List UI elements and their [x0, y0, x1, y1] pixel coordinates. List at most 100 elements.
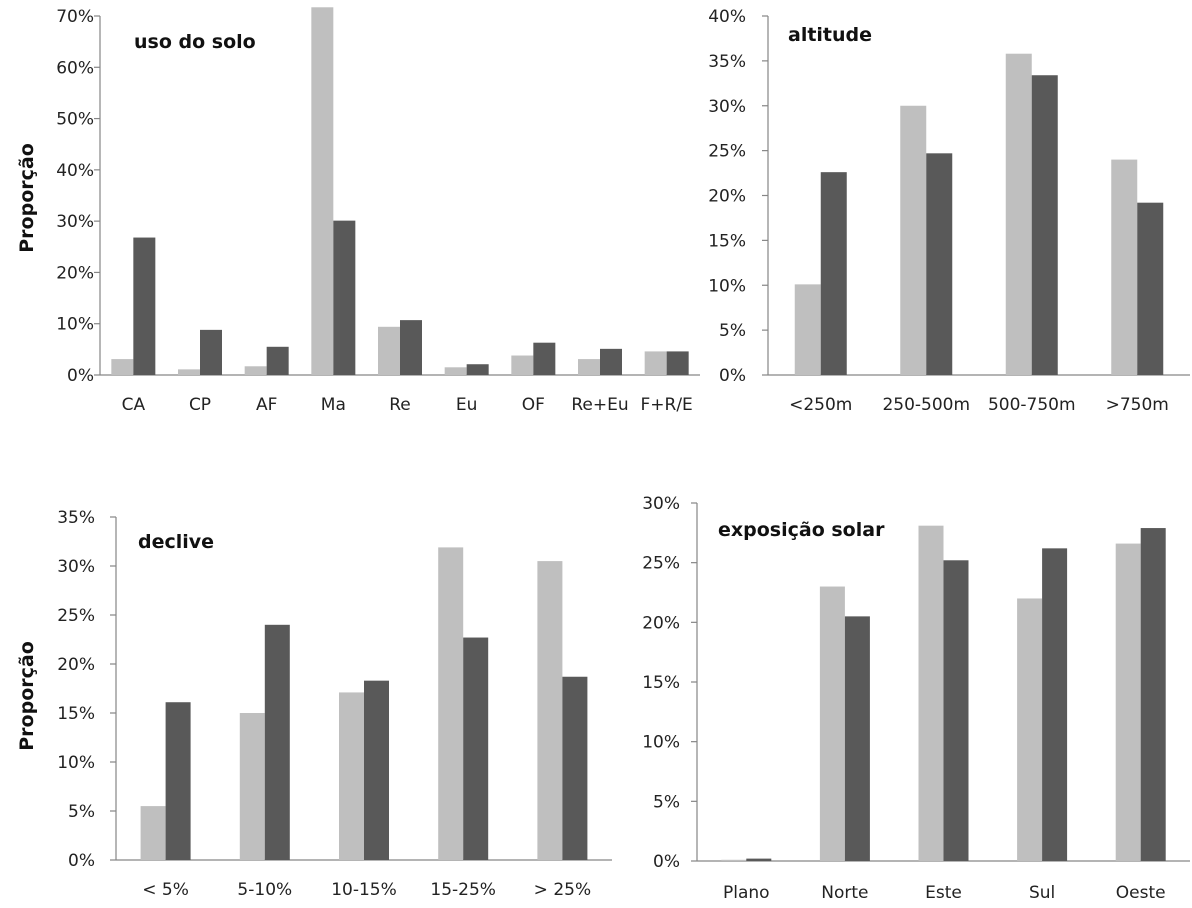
- bar-light: [819, 586, 845, 861]
- x-tick-label: Eu: [456, 395, 478, 415]
- bar-light: [794, 284, 821, 375]
- bar-dark: [333, 220, 356, 375]
- bar-light: [444, 367, 467, 375]
- chart-panel-altitude: altitude: [788, 24, 872, 46]
- bar-dark: [364, 680, 389, 860]
- bar-light: [311, 7, 334, 375]
- y-tick-label: 20%: [57, 655, 95, 675]
- chart-panel-declive: declive: [138, 531, 214, 553]
- x-tick-label: Re: [389, 395, 411, 415]
- x-tick-label: CP: [189, 395, 211, 415]
- x-tick-label: F+R/E: [641, 395, 693, 415]
- y-tick-label: 35%: [708, 52, 746, 72]
- bar-dark: [666, 351, 689, 375]
- bar-dark: [533, 342, 556, 375]
- y-tick-label: 15%: [642, 673, 680, 693]
- y-tick-label: 5%: [719, 321, 746, 341]
- x-tick-label: > 25%: [534, 880, 591, 900]
- bar-light: [140, 806, 166, 860]
- bar-dark: [1140, 528, 1166, 861]
- y-tick-label: 60%: [56, 58, 94, 78]
- y-tick-label: 30%: [708, 97, 746, 117]
- x-tick-label: Oeste: [1116, 883, 1166, 903]
- y-tick-label: 35%: [57, 508, 95, 528]
- chart-title: uso do solo: [134, 31, 256, 53]
- bar-light: [1017, 598, 1043, 861]
- x-tick-label: 10-15%: [331, 880, 397, 900]
- bar-dark: [1137, 202, 1164, 375]
- plot-exposicao-solar: 0% 5% 10% 15% 20% 25% 30% Plano Norte Este Sul Oest…: [642, 494, 1190, 903]
- bar-light: [511, 355, 534, 375]
- y-tick-label: 0%: [719, 366, 746, 386]
- bar-light: [918, 525, 944, 861]
- bar-light: [578, 359, 600, 375]
- chart-title: altitude: [788, 24, 872, 46]
- y-tick-label: 20%: [708, 187, 746, 207]
- y-tick-label: 0%: [68, 851, 95, 871]
- y-tick-label: 25%: [642, 554, 680, 574]
- y-tick-label: 10%: [708, 276, 746, 296]
- bar-dark: [943, 560, 969, 861]
- plot-declive: 0% 5% 10% 15% 20% 25% 30% 35% < 5% 5-10% 10-15% 15-…: [57, 508, 612, 900]
- x-tick-label: Sul: [1029, 883, 1055, 903]
- x-tick-label: < 5%: [142, 880, 189, 900]
- bar-dark: [264, 624, 290, 860]
- bar-light: [178, 369, 200, 375]
- x-tick-label: >750m: [1106, 395, 1169, 415]
- x-tick-label: Ma: [321, 395, 346, 415]
- bar-light: [339, 692, 364, 860]
- plot-uso-do-solo: 0% 10% 20% 30% 40% 50% 60% 70% CA CP AF Ma Re Eu OF Re+…: [56, 7, 700, 415]
- x-tick-label: 5-10%: [237, 880, 292, 900]
- bar-dark: [133, 237, 156, 375]
- x-tick-label: OF: [522, 395, 545, 415]
- y-tick-label: 40%: [708, 7, 746, 27]
- y-tick-label: 0%: [653, 852, 680, 872]
- bar-dark: [600, 348, 622, 375]
- bar-dark: [926, 153, 953, 375]
- y-tick-label: 10%: [57, 753, 95, 773]
- bar-light: [378, 326, 400, 375]
- bar-dark: [165, 702, 191, 860]
- y-tick-label: 15%: [57, 704, 95, 724]
- y-tick-label: 15%: [708, 231, 746, 251]
- bar-dark: [562, 676, 588, 860]
- bar-dark: [463, 637, 489, 860]
- y-tick-label: 20%: [642, 613, 680, 633]
- y-tick-label: 40%: [56, 161, 94, 181]
- y-tick-label: 0%: [67, 366, 94, 386]
- chart-title: declive: [138, 531, 214, 553]
- chart-panel-uso-do-solo: uso do solo: [134, 31, 256, 53]
- y-tick-label: 5%: [653, 792, 680, 812]
- plot-altitude: 0% 5% 10% 15% 20% 25% 30% 35% 40% <250m 250-500m 50…: [708, 7, 1190, 415]
- bar-light: [244, 366, 267, 375]
- x-tick-label: Norte: [821, 883, 868, 903]
- y-tick-label: 30%: [642, 494, 680, 514]
- bar-light: [721, 859, 747, 861]
- x-tick-label: AF: [256, 395, 277, 415]
- x-tick-label: 250-500m: [882, 395, 970, 415]
- bar-light: [438, 547, 464, 860]
- x-tick-label: 15-25%: [430, 880, 496, 900]
- bar-light: [111, 359, 134, 375]
- x-tick-label: 500-750m: [988, 395, 1076, 415]
- bar-dark: [400, 320, 422, 375]
- chart-title: exposição solar: [718, 519, 885, 541]
- bar-dark: [1042, 548, 1068, 861]
- bar-light: [1005, 53, 1032, 375]
- bar-light: [1111, 159, 1138, 375]
- y-tick-label: 20%: [56, 263, 94, 283]
- y-axis-label-bottom: Proporção: [16, 641, 38, 751]
- bar-dark: [746, 858, 772, 861]
- y-tick-label: 25%: [708, 142, 746, 162]
- bar-dark: [200, 329, 222, 375]
- y-tick-label: 5%: [68, 802, 95, 822]
- bar-light: [537, 561, 563, 860]
- bar-dark: [844, 616, 870, 861]
- bar-dark: [266, 346, 289, 375]
- x-tick-label: CA: [122, 395, 146, 415]
- y-tick-label: 25%: [57, 606, 95, 626]
- y-tick-label: 30%: [57, 557, 95, 577]
- x-tick-label: <250m: [789, 395, 852, 415]
- chart-panel-exposicao-solar: exposição solar: [718, 519, 885, 541]
